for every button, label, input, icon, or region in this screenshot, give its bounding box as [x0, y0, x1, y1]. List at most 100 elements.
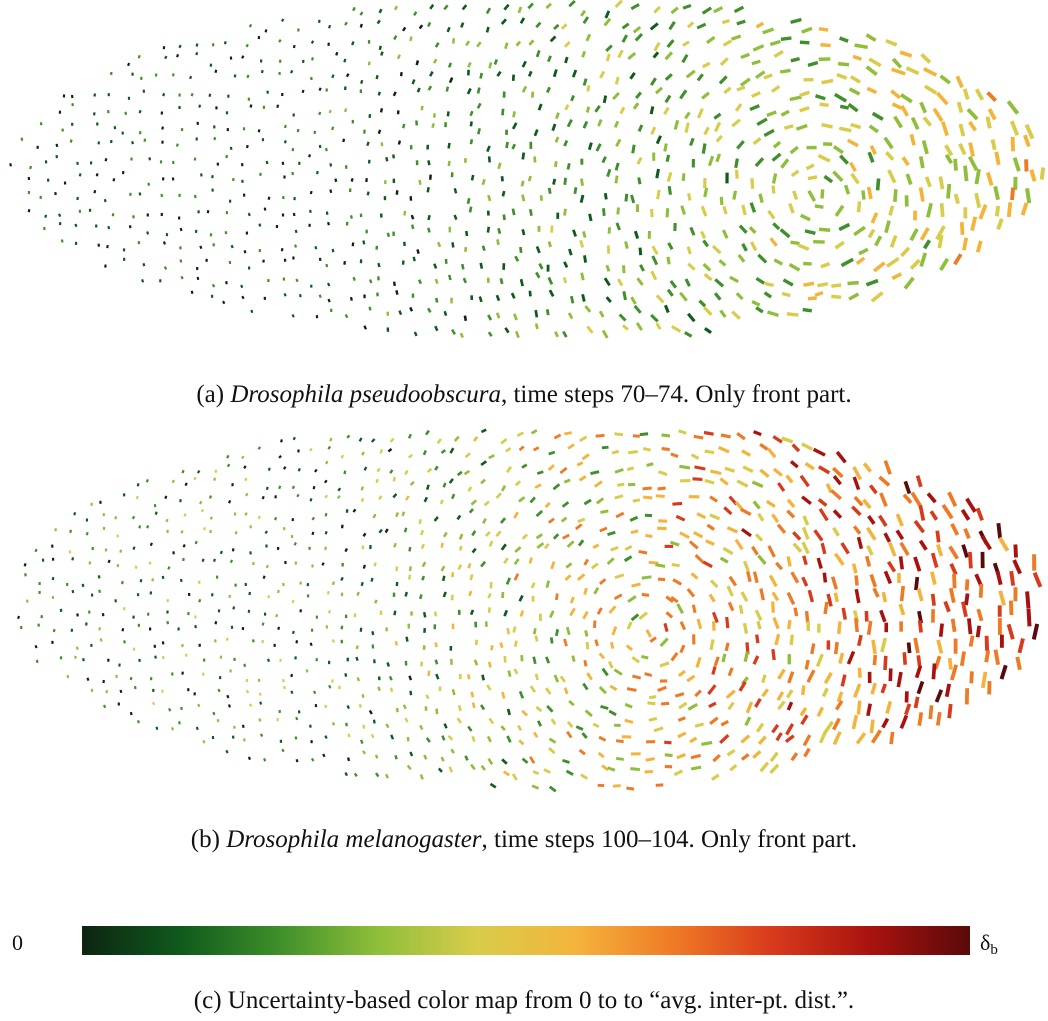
caption-b: (b) Drosophila melanogaster, time steps …: [0, 825, 1048, 855]
vector-glyph: [862, 462, 873, 473]
vector-glyph: [583, 587, 588, 596]
vector-glyph: [817, 153, 831, 163]
vector-glyph: [534, 483, 542, 489]
vector-glyph: [284, 124, 287, 129]
vector-glyph: [721, 653, 727, 663]
vector-glyph: [141, 279, 145, 283]
vector-glyph: [724, 466, 735, 473]
vector-glyph: [872, 587, 880, 598]
vector-glyph: [741, 204, 747, 216]
vector-glyph: [581, 293, 586, 302]
vector-glyph: [820, 189, 825, 199]
vector-glyph: [311, 57, 314, 61]
vector-glyph: [967, 618, 973, 635]
vector-glyph: [713, 292, 722, 301]
vector-glyph: [744, 716, 752, 727]
vector-glyph: [328, 684, 332, 689]
vector-glyph: [377, 129, 382, 135]
vector-glyph: [560, 516, 568, 523]
vector-glyph: [636, 277, 644, 286]
vector-glyph: [638, 550, 648, 555]
vector-glyph: [749, 241, 758, 252]
vector-glyph: [838, 652, 845, 665]
vector-glyph: [847, 102, 859, 113]
vector-glyph: [663, 106, 670, 116]
vector-glyph: [480, 560, 487, 568]
vector-glyph: [724, 642, 730, 652]
vector-glyph: [667, 185, 673, 195]
vector-glyph: [230, 244, 234, 249]
vector-glyph: [802, 734, 812, 747]
vector-glyph: [645, 757, 655, 762]
vector-glyph: [685, 69, 696, 79]
vector-glyph: [821, 687, 829, 698]
vector-glyph: [606, 168, 612, 178]
vector-glyph: [639, 264, 645, 272]
vector-glyph: [349, 215, 353, 219]
vector-glyph: [413, 11, 418, 16]
vector-glyph: [711, 244, 722, 255]
vector-glyph: [327, 282, 331, 287]
vector-glyph: [690, 453, 700, 460]
vector-glyph: [959, 651, 966, 667]
vector-glyph: [763, 73, 773, 80]
caption-a: (a) Drosophila pseudoobscura, time steps…: [0, 380, 1048, 410]
vector-glyph: [729, 275, 739, 284]
vector-glyph: [511, 122, 518, 130]
vector-glyph: [674, 692, 685, 698]
vector-glyph: [464, 755, 469, 761]
vector-glyph: [233, 74, 237, 78]
vector-glyph: [963, 527, 971, 540]
vector-glyph: [495, 530, 502, 538]
vector-glyph: [626, 621, 633, 630]
vector-glyph: [621, 34, 629, 43]
vector-glyph: [686, 588, 696, 598]
vector-glyph: [614, 175, 619, 184]
vector-glyph: [561, 23, 568, 30]
vector-glyph: [501, 484, 507, 492]
vector-glyph: [405, 495, 410, 501]
vector-glyph: [686, 246, 692, 255]
vector-glyph: [836, 691, 844, 703]
vector-glyph: [519, 278, 524, 287]
vector-glyph: [267, 658, 271, 663]
vector-glyph: [736, 432, 746, 441]
vector-glyph: [722, 206, 728, 215]
vector-glyph: [280, 18, 285, 22]
vector-glyph: [358, 703, 362, 708]
vector-glyph: [535, 21, 542, 29]
vector-glyph: [642, 446, 651, 452]
vector-glyph: [904, 703, 912, 716]
vector-glyph: [657, 470, 668, 477]
vector-glyph: [161, 655, 165, 660]
vector-glyph: [899, 585, 905, 602]
vector-glyph: [694, 553, 705, 564]
vector-glyph: [687, 262, 696, 271]
vector-glyph: [994, 151, 1001, 166]
vector-glyph: [817, 282, 829, 288]
vector-glyph: [538, 262, 544, 270]
vector-glyph: [202, 658, 206, 662]
vector-glyph: [487, 661, 492, 668]
vector-glyph: [769, 39, 781, 47]
vector-glyph: [585, 641, 590, 650]
vector-glyph: [262, 575, 266, 579]
vector-glyph: [248, 23, 253, 28]
vector-glyph: [532, 446, 540, 452]
vector-glyph: [552, 178, 557, 185]
vector-glyph: [565, 626, 571, 636]
vector-glyph: [413, 331, 418, 337]
vector-glyph: [877, 514, 888, 527]
vector-glyph: [856, 536, 864, 550]
vector-glyph: [780, 158, 790, 169]
vector-glyph: [456, 514, 462, 521]
vector-glyph: [895, 529, 905, 541]
vector-glyph: [331, 74, 335, 79]
vector-glyph: [694, 722, 705, 728]
vector-glyph: [614, 76, 620, 85]
vector-glyph: [657, 486, 666, 491]
vector-glyph: [246, 144, 249, 149]
vector-glyph: [568, 699, 575, 707]
vector-glyph: [362, 564, 367, 569]
vector-glyph: [678, 429, 687, 435]
